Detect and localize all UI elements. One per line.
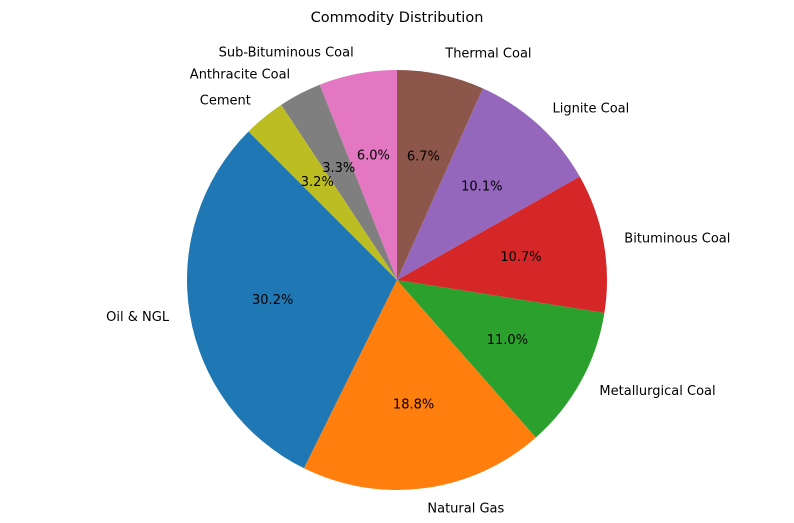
pie-slice-cement <box>248 104 397 280</box>
slice-label-metallurgical-coal: Metallurgical Coal <box>599 384 715 399</box>
pct-label-anthracite-coal: 3.3% <box>322 161 355 176</box>
pie-slice-bituminous-coal <box>397 176 607 313</box>
pie-slice-lignite-coal <box>397 88 580 280</box>
pie-slices <box>187 70 607 490</box>
pie-slice-sub-bituminous-coal <box>319 70 397 280</box>
pct-label-sub-bituminous-coal: 6.0% <box>357 149 390 164</box>
slice-label-cement: Cement <box>200 94 251 109</box>
chart-title: Commodity Distribution <box>311 10 484 26</box>
pie-slice-metallurgical-coal <box>397 280 605 438</box>
pct-label-thermal-coal: 6.7% <box>407 149 440 164</box>
pie-slice-oil-ngl <box>187 131 397 469</box>
pie-slice-thermal-coal <box>397 70 483 280</box>
pct-label-natural-gas: 18.8% <box>393 397 434 412</box>
slice-labels: Oil & NGL Natural Gas Metallurgical Coal Bi… <box>106 46 730 517</box>
slice-label-bituminous-coal: Bituminous Coal <box>624 231 730 246</box>
percent-labels: 30.2% 18.8% 11.0% 10.7% 10.1% 6.7% 6.0%3.3%3.2… <box>252 149 542 413</box>
slice-label-lignite-coal: Lignite Coal <box>552 102 629 117</box>
pct-label-bituminous-coal: 10.7% <box>500 250 541 265</box>
pct-label-cement: 3.2% <box>301 175 334 190</box>
slice-label-thermal-coal: Thermal Coal <box>444 47 531 62</box>
pct-label-lignite-coal: 10.1% <box>461 179 502 194</box>
pct-label-metallurgical-coal: 11.0% <box>487 333 528 348</box>
slice-label-anthracite-coal: Anthracite Coal <box>190 68 290 83</box>
slice-label-natural-gas: Natural Gas <box>427 501 504 516</box>
slice-label-oil-ngl: Oil & NGL <box>106 310 170 325</box>
pct-label-oil-ngl: 30.2% <box>252 293 293 308</box>
slice-label-sub-bituminous-coal: Sub-Bituminous Coal <box>219 46 354 61</box>
pie-slice-natural-gas <box>304 280 536 490</box>
pie-slice-anthracite-coal <box>281 84 397 280</box>
